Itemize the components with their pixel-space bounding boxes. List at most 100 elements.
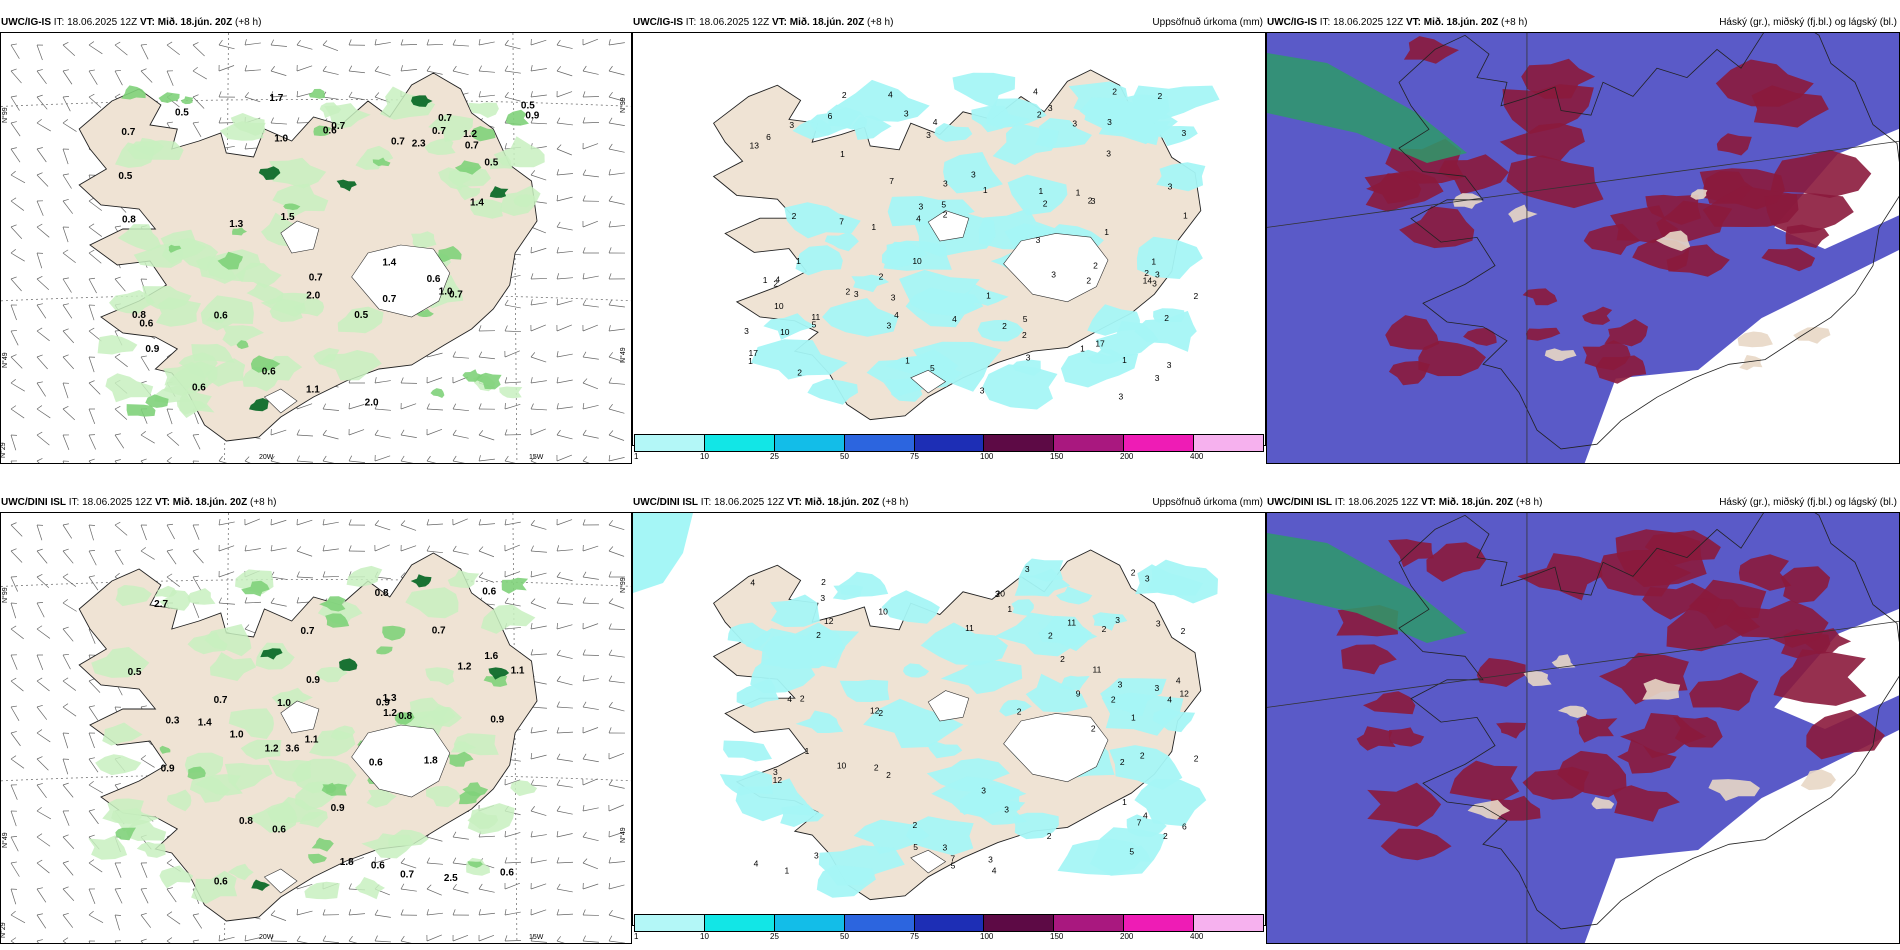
wind-barb — [10, 524, 23, 537]
wind-barb — [62, 382, 69, 399]
wind-barb — [582, 404, 599, 410]
wind-barb — [348, 70, 365, 74]
wind-barb-feather — [582, 571, 587, 578]
wind-barb — [140, 70, 153, 83]
accum-label: 2 — [1158, 91, 1163, 101]
wind-barb — [114, 70, 123, 86]
wind-map[interactable]: 0.9 0.6 1.2 0.6 0.7 2.7 1.8 0.9 0.6 3.6 2.5 1.4 1.2 1… — [0, 512, 632, 944]
wind-barb — [270, 602, 287, 607]
wind-barb — [10, 550, 23, 563]
wind-barb — [608, 148, 625, 153]
accum-map[interactable]: 2 3 1 3 2 2 3 1 3 3 2 3 4 6 11 7 13 4 2 3 3 5 4 5 1 2 3 4 2 14 10 17 10 1… — [632, 32, 1266, 446]
accum-label: 3 — [1182, 128, 1187, 138]
wind-barb-feather — [400, 377, 404, 384]
wind-barb — [192, 576, 202, 591]
wind-barb-feather — [10, 95, 17, 98]
field-blob — [499, 386, 523, 399]
field-blob — [1014, 568, 1071, 597]
wind-barb-feather — [36, 276, 43, 280]
wind-barb-feather — [62, 886, 69, 890]
wind-barb — [10, 304, 17, 321]
wind-barb-feather — [10, 677, 17, 682]
field-blob — [751, 339, 848, 380]
field-blob — [881, 590, 940, 624]
wind-barb — [88, 732, 95, 749]
field-blob — [1056, 586, 1093, 605]
wind-barb — [582, 940, 599, 943]
wind-barb — [62, 122, 77, 132]
wind-barb — [88, 44, 103, 55]
wind-barb — [478, 70, 495, 73]
wind-barb-feather — [504, 909, 507, 916]
field-blob — [824, 231, 859, 252]
wind-barb-feather — [400, 909, 404, 916]
field-blob — [1134, 310, 1197, 352]
glacier — [1003, 713, 1109, 783]
field-blob — [1341, 644, 1397, 675]
cloud-map[interactable] — [1266, 32, 1900, 464]
wind-barb-feather — [36, 602, 44, 604]
wind-barb-feather — [530, 545, 534, 552]
accum-label: 3 — [971, 169, 976, 179]
field-blob — [1517, 553, 1603, 601]
field-blob — [1690, 189, 1708, 200]
lat-tick-label: N°99 — [1, 587, 9, 603]
wind-barb-feather — [36, 94, 43, 98]
wind-barb-feather — [608, 571, 612, 578]
wind-barb — [36, 434, 50, 446]
panel-title: UWC/IG-IS IT: 18.06.2025 12Z VT: Mið. 18… — [0, 14, 261, 32]
wind-barb — [582, 38, 599, 46]
wind-barb-feather — [322, 403, 327, 410]
wind-barb-feather — [426, 65, 431, 72]
wind-barb — [400, 940, 412, 943]
wind-barb-feather — [478, 909, 481, 916]
field-blob — [115, 827, 136, 841]
wind-barb-feather — [166, 549, 173, 552]
wind-barb — [504, 70, 521, 74]
field-blob — [250, 355, 281, 373]
accum-colorbar — [634, 434, 1264, 452]
wind-barb-feather — [504, 91, 509, 98]
wind-barb-feather — [556, 545, 560, 552]
accum-label: 5 — [951, 861, 956, 871]
panel-title: UWC/DINI ISL IT: 18.06.2025 12Z VT: Mið.… — [1266, 494, 1542, 512]
wind-barb — [62, 602, 77, 612]
wind-barb-feather — [504, 857, 508, 864]
wind-barb-feather — [504, 377, 508, 384]
wind-barb — [140, 550, 155, 560]
wind-barb-feather — [270, 545, 273, 552]
accum-map[interactable]: 1 2 3 2 2 4 2 3 3 2 2 2 2 3 10 12 5 4 11 4 2 1 3 3 4 20 10 12 3 3 4 7 11… — [632, 512, 1266, 926]
wind-barb — [374, 434, 391, 439]
field-blob — [1666, 244, 1730, 277]
wind-barb-feather — [88, 550, 96, 552]
field-blob — [1399, 206, 1475, 249]
wind-barb-feather — [192, 67, 198, 72]
wind-barb-feather — [10, 522, 17, 526]
wind-barb — [88, 226, 103, 237]
cloud-map[interactable] — [1266, 512, 1900, 944]
wind-barb — [348, 460, 365, 463]
wind-barb — [608, 172, 625, 176]
wind-barb — [608, 328, 625, 332]
wind-map[interactable]: 1.0 0.7 1.0 0.6 0.6 1.4 2.0 0.7 0.5 0.7 0.7 0.7 1.3 0… — [0, 32, 632, 464]
accum-label: 4 — [775, 275, 780, 285]
field-blob — [267, 759, 312, 783]
field-blob — [1136, 236, 1203, 279]
field-blob — [1496, 722, 1526, 739]
wind-barb-feather — [374, 520, 380, 526]
wind-barb — [62, 836, 75, 849]
wind-barb — [608, 304, 625, 308]
wind-barb-feather — [10, 731, 17, 734]
field-blob — [795, 245, 843, 276]
field-blob — [467, 811, 499, 829]
glacier — [927, 210, 970, 242]
wind-barb-feather — [88, 780, 94, 786]
accum-label: 4 — [750, 577, 755, 587]
field-blob — [240, 739, 282, 760]
wind-barb — [452, 550, 469, 555]
precip-label: 0.7 — [432, 126, 446, 137]
wind-barb — [452, 460, 465, 463]
field-blob — [447, 569, 480, 588]
precip-label: 1.1 — [306, 385, 320, 396]
accum-label: 3 — [1048, 103, 1053, 113]
